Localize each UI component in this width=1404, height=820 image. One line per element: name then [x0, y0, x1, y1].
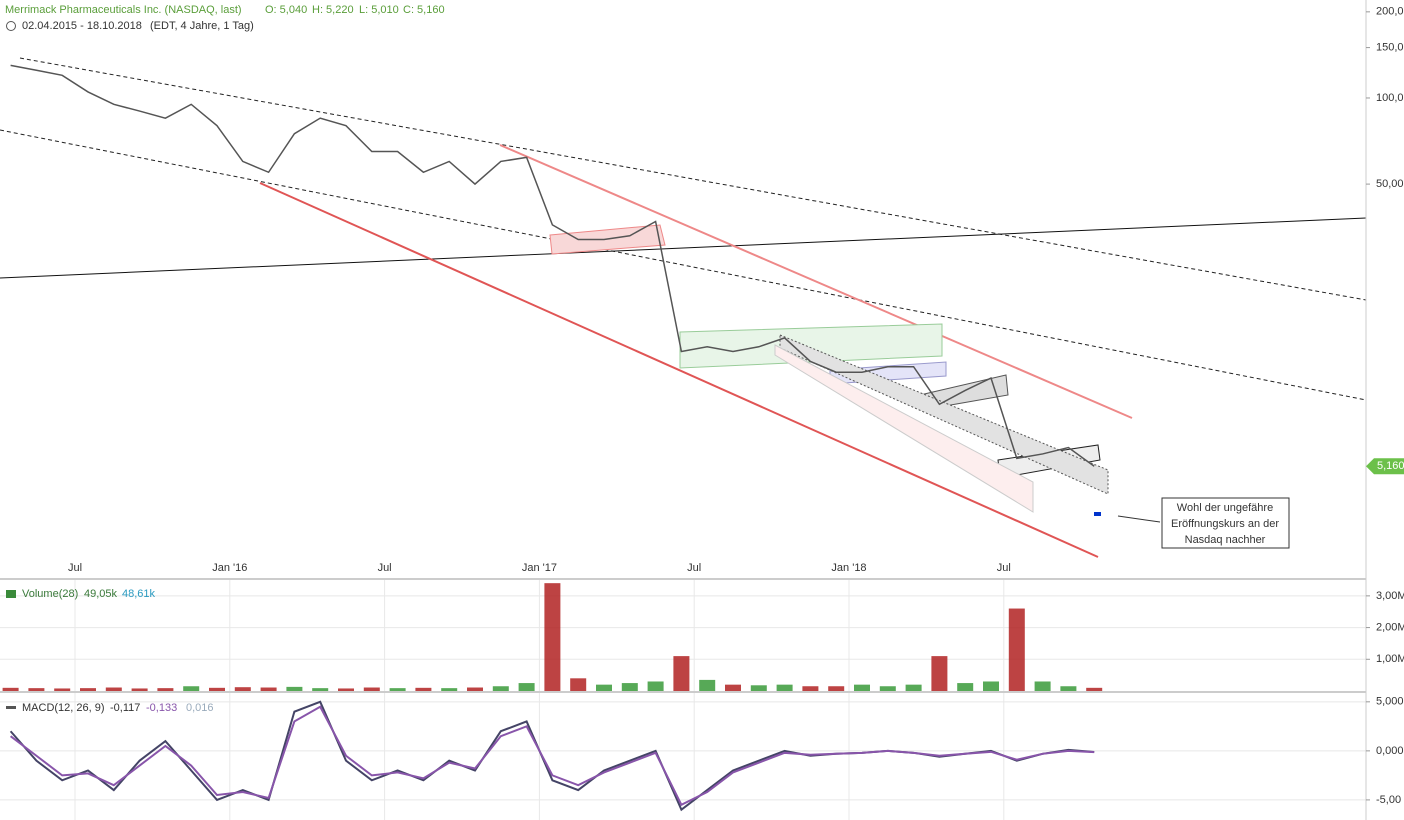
last-price-tag	[1366, 458, 1404, 475]
y-tick-label: -5,00	[1376, 794, 1401, 806]
volume-bar	[467, 687, 483, 691]
annotation-pointer	[1117, 515, 1161, 523]
volume-bar	[983, 681, 999, 691]
panel-divider	[0, 691, 1366, 693]
clock-icon	[6, 21, 16, 31]
macd-title: MACD(12, 26, 9)	[22, 702, 105, 714]
volume-bar	[415, 687, 432, 691]
volume-bar	[931, 656, 948, 691]
y-tick-label: 50,00	[1376, 178, 1404, 190]
x-tick-label: Jul	[687, 562, 701, 574]
volume-bar	[596, 684, 612, 691]
series-line	[9, 705, 1095, 807]
trend-lines	[0, 57, 1367, 558]
x-tick-label: Jan '16	[212, 562, 247, 574]
volume-bar	[492, 686, 509, 691]
y-tick-label: 150,0	[1376, 41, 1404, 53]
volume-bar	[338, 688, 354, 691]
ohlc-open: O: 5,040	[265, 4, 307, 16]
x-tick-label: Jul	[997, 562, 1011, 574]
volume-bar	[1034, 681, 1051, 691]
volume-bar	[570, 678, 587, 691]
macd-icon	[6, 706, 16, 709]
panel-divider	[0, 578, 1366, 580]
x-tick-label: Jul	[378, 562, 392, 574]
volume-bar	[699, 679, 716, 691]
volume-bar	[750, 685, 767, 691]
volume-icon	[6, 590, 16, 598]
volume-title: Volume(28)	[22, 588, 78, 600]
volume-bar	[28, 688, 45, 691]
y-tick-label: 200,0	[1376, 6, 1404, 18]
volume-bar	[828, 686, 845, 691]
volume-bar	[725, 684, 741, 691]
annotation-text: Wohl der ungefähre	[1177, 502, 1273, 514]
volume-bar	[802, 686, 819, 691]
price-panel	[0, 0, 1366, 578]
volume-bar	[157, 688, 174, 691]
y-tick-label: 3,00M	[1376, 590, 1404, 602]
ohlc-close: C: 5,160	[403, 4, 445, 16]
annotation-box	[1161, 497, 1290, 549]
volume-bar	[80, 688, 96, 691]
stock-title: Merrimack Pharmaceuticals Inc. (NASDAQ, …	[5, 4, 242, 16]
volume-bar	[621, 683, 638, 691]
volume-bar	[54, 688, 71, 691]
volume-bar	[234, 687, 251, 691]
y-tick-label: 0,000	[1376, 745, 1404, 757]
volume-legend: 49,05k	[84, 588, 118, 600]
volume-bar	[957, 683, 974, 691]
annotation-text: Eröffnungskurs an der	[1171, 518, 1279, 530]
volume-bar	[1008, 608, 1025, 691]
x-tick-label: Jul	[68, 562, 82, 574]
volume-bar	[2, 687, 19, 691]
volume-bar	[286, 686, 303, 691]
volume-bar	[312, 688, 329, 691]
ohlc-low: L: 5,010	[359, 4, 399, 16]
volume-bar	[518, 683, 535, 691]
volume-bar	[183, 686, 200, 691]
volume-legend: 48,61k	[122, 588, 156, 600]
last-price-label: 5,160	[1377, 460, 1404, 472]
macd-legend: 0,016	[186, 702, 214, 714]
annotation-text: Nasdaq nachher	[1185, 534, 1266, 546]
volume-bar	[879, 686, 896, 691]
volume-bar	[854, 684, 870, 691]
ohlc-high: H: 5,220	[312, 4, 354, 16]
volume-bar	[131, 688, 148, 691]
volume-bar	[441, 688, 458, 691]
date-range: 02.04.2015 - 18.10.2018	[22, 20, 142, 32]
volume-bar	[105, 687, 122, 691]
volume-bar	[647, 681, 664, 691]
volume-bar	[1086, 687, 1103, 691]
series-line	[10, 64, 1095, 467]
x-tick-label: Jan '18	[831, 562, 866, 574]
volume-bar	[905, 684, 922, 691]
volume-bar	[363, 687, 380, 691]
volume-bar	[209, 687, 225, 691]
macd-legend: -0,133	[146, 702, 177, 714]
y-tick-label: 1,00M	[1376, 653, 1404, 665]
y-tick-label: 2,00M	[1376, 621, 1404, 633]
open-marker	[1094, 512, 1101, 516]
volume-bar	[260, 687, 277, 691]
volume-bar	[1060, 686, 1077, 691]
macd-legend: -0,117	[110, 702, 140, 714]
range-info: (EDT, 4 Jahre, 1 Tag)	[150, 20, 254, 32]
volume-bar	[389, 688, 406, 691]
x-tick-label: Jan '17	[522, 562, 557, 574]
y-tick-label: 5,000	[1376, 696, 1404, 708]
volume-bar	[673, 656, 690, 691]
volume-bar	[776, 684, 793, 691]
y-tick-label: 100,0	[1376, 92, 1404, 104]
volume-bar	[544, 583, 561, 691]
